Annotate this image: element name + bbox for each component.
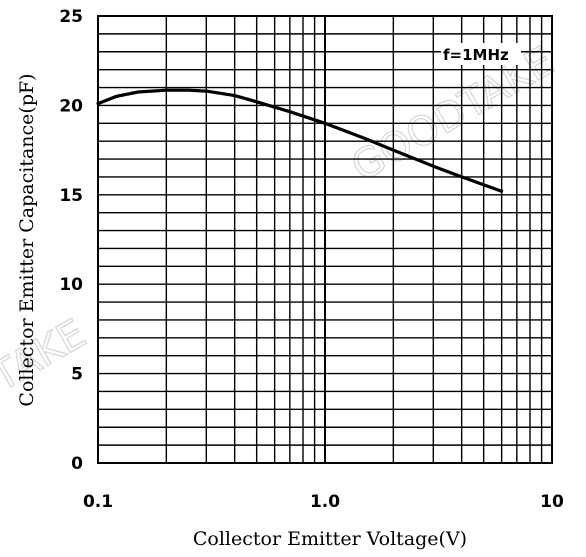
annotation-background: [441, 43, 521, 65]
x-tick-label: 10: [540, 492, 564, 512]
grid-lines: [98, 16, 552, 463]
y-tick-labels: 0 5 10 15 20 25: [59, 7, 83, 474]
watermark-text-take: TAKE: [0, 311, 94, 401]
watermark: GOODTAKE TAKE: [0, 38, 562, 402]
series-layer: [96, 88, 504, 193]
y-tick-label: 25: [59, 7, 83, 27]
x-tick-label: 0.1: [83, 492, 113, 512]
x-tick-label: 1.0: [310, 492, 340, 512]
frequency-annotation: f=1MHz: [443, 46, 509, 64]
y-tick-label: 10: [59, 275, 83, 295]
x-axis-label: Collector Emitter Voltage(V): [193, 528, 467, 550]
x-tick-labels: 0.1 1.0 10: [83, 492, 564, 512]
y-tick-label: 15: [59, 186, 83, 206]
y-tick-label: 20: [59, 96, 83, 116]
y-axis-label: Collector Emitter Capacitance(pF): [16, 73, 38, 406]
y-tick-label: 5: [71, 365, 83, 385]
plot-frame: [97, 15, 553, 464]
y-tick-label: 0: [71, 454, 83, 474]
capacitance-curve: [96, 88, 504, 193]
